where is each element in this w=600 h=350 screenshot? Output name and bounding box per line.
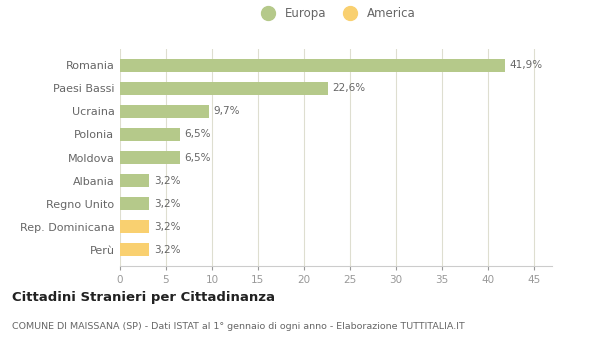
Text: 3,2%: 3,2%: [154, 245, 181, 255]
Text: 6,5%: 6,5%: [184, 130, 211, 139]
Text: 22,6%: 22,6%: [332, 83, 365, 93]
Bar: [120, 220, 149, 233]
Legend: Europa, America: Europa, America: [257, 7, 415, 20]
Text: 3,2%: 3,2%: [154, 222, 181, 232]
Text: 9,7%: 9,7%: [214, 106, 240, 116]
Text: COMUNE DI MAISSANA (SP) - Dati ISTAT al 1° gennaio di ogni anno - Elaborazione T: COMUNE DI MAISSANA (SP) - Dati ISTAT al …: [12, 322, 465, 331]
Bar: [120, 197, 149, 210]
Text: 3,2%: 3,2%: [154, 199, 181, 209]
Bar: [120, 128, 180, 141]
Bar: [120, 105, 209, 118]
Text: 41,9%: 41,9%: [510, 60, 543, 70]
Text: Cittadini Stranieri per Cittadinanza: Cittadini Stranieri per Cittadinanza: [12, 290, 275, 303]
Bar: [120, 59, 505, 71]
Text: 6,5%: 6,5%: [184, 153, 211, 162]
Bar: [120, 244, 149, 256]
Text: 3,2%: 3,2%: [154, 176, 181, 186]
Bar: [120, 151, 180, 164]
Bar: [120, 174, 149, 187]
Bar: [120, 82, 328, 94]
